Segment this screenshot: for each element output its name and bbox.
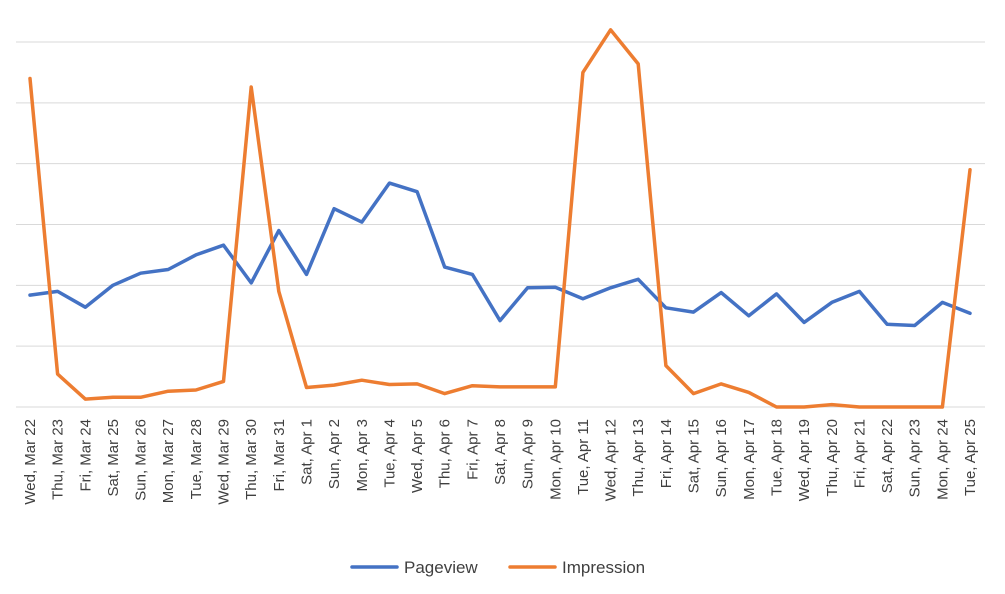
x-tick-label: Wed, Apr 12 bbox=[603, 419, 620, 501]
legend-label-pageview: Pageview bbox=[404, 558, 478, 577]
x-tick-label: Wed, Mar 22 bbox=[22, 419, 39, 505]
x-tick-label: Fri, Apr 14 bbox=[658, 419, 675, 488]
x-tick-label: Fri, Mar 31 bbox=[271, 419, 288, 492]
x-tick-label: Sun, Apr 9 bbox=[520, 419, 537, 489]
x-tick-label: Wed, Apr 19 bbox=[796, 419, 813, 501]
series-lines bbox=[28, 28, 972, 409]
series-line-impression bbox=[28, 28, 972, 409]
x-tick-label: Fri, Mar 24 bbox=[77, 419, 94, 492]
x-tick-label: Thu, Apr 20 bbox=[824, 419, 841, 497]
gridlines bbox=[16, 41, 985, 408]
legend-label-impression: Impression bbox=[562, 558, 645, 577]
x-tick-label: Sat, Mar 25 bbox=[105, 419, 122, 497]
x-tick-label: Sat, Apr 1 bbox=[298, 419, 315, 485]
x-tick-label: Sat, Apr 8 bbox=[492, 419, 509, 485]
x-tick-label: Thu, Apr 13 bbox=[630, 419, 647, 497]
x-tick-label: Thu, Mar 23 bbox=[50, 419, 67, 500]
x-tick-label: Mon, Apr 3 bbox=[354, 419, 371, 492]
x-tick-label: Sat, Apr 22 bbox=[879, 419, 896, 493]
x-tick-label: Fri, Apr 7 bbox=[464, 419, 481, 480]
x-tick-label: Wed, Mar 29 bbox=[216, 419, 233, 505]
x-tick-label: Mon, Apr 10 bbox=[547, 419, 564, 500]
x-tick-label: Mon, Mar 27 bbox=[160, 419, 177, 503]
x-tick-label: Mon, Apr 17 bbox=[741, 419, 758, 500]
x-tick-label: Sun, Apr 2 bbox=[326, 419, 343, 489]
x-axis-tick-labels: Wed, Mar 22 Thu, Mar 23 Fri, Mar 24 Sat, Ma… bbox=[22, 419, 979, 505]
x-tick-label: Tue, Apr 18 bbox=[768, 419, 785, 496]
x-tick-label: Sun, Apr 23 bbox=[907, 419, 924, 497]
x-tick-label: Tue, Apr 4 bbox=[381, 419, 398, 488]
legend: Pageview Impression bbox=[350, 558, 645, 577]
x-tick-label: Sat, Apr 15 bbox=[686, 419, 703, 493]
x-tick-label: Thu, Apr 6 bbox=[437, 419, 454, 488]
x-tick-label: Thu, Mar 30 bbox=[243, 419, 260, 500]
x-tick-label: Sun, Apr 16 bbox=[713, 419, 730, 497]
x-tick-label: Mon, Apr 24 bbox=[934, 419, 951, 500]
x-tick-label: Sun, Mar 26 bbox=[133, 419, 150, 501]
x-tick-label: Wed, Apr 5 bbox=[409, 419, 426, 493]
x-tick-label: Fri, Apr 21 bbox=[851, 419, 868, 488]
series-line-pageview bbox=[28, 181, 972, 328]
x-tick-label: Tue, Apr 25 bbox=[962, 419, 979, 496]
x-tick-label: Tue, Mar 28 bbox=[188, 419, 205, 499]
x-tick-label: Tue, Apr 11 bbox=[575, 419, 592, 495]
